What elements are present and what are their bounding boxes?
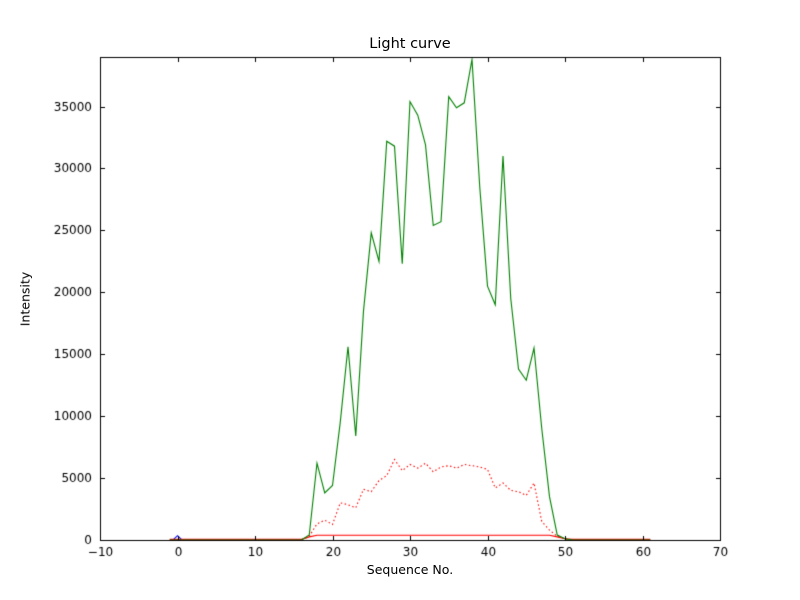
y-axis-label: Intensity — [17, 271, 33, 327]
x-axis-label: Sequence No. — [366, 562, 454, 577]
chart-title: Light curve — [369, 36, 451, 52]
